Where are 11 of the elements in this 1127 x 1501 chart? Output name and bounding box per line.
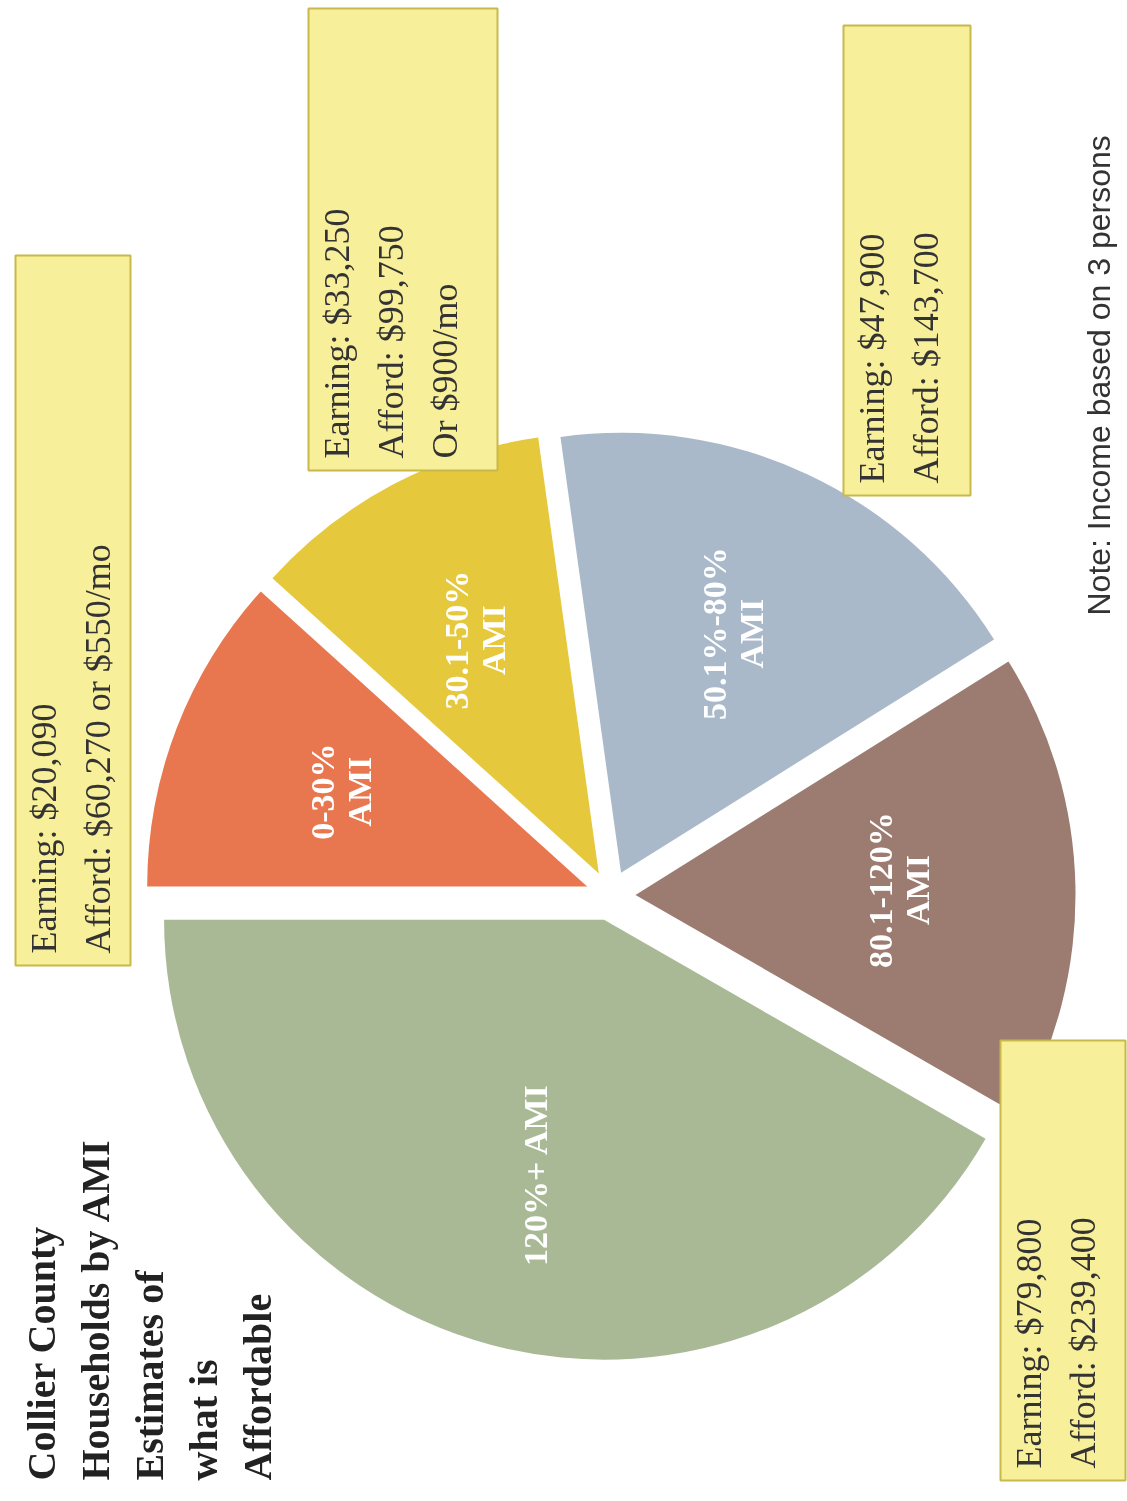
text: Earning: $79,800 Afford: $239,400 — [1008, 1217, 1103, 1469]
slice-label: 0-30% AMI — [303, 743, 378, 840]
text: Collier County Households by AMI Estimates of what is Affordable — [18, 1140, 280, 1481]
slice-label: 50.1%-80% AMI — [695, 547, 770, 721]
text: Earning: $47,900 Afford: $143,700 — [851, 232, 946, 484]
text: Note: Income based on 3 persons — [1080, 135, 1117, 616]
text: Earning: $20,090 Afford: $60,270 or $550/mo — [23, 544, 118, 954]
slice-label: 30.1-50% AMI — [438, 570, 513, 710]
text: Earning: $33,250 Afford: $99,750 Or $900/mo — [316, 208, 465, 459]
slice-label: 80.1-120% AMI — [862, 812, 937, 968]
slice-label: 120%+ AMI — [517, 1085, 555, 1267]
